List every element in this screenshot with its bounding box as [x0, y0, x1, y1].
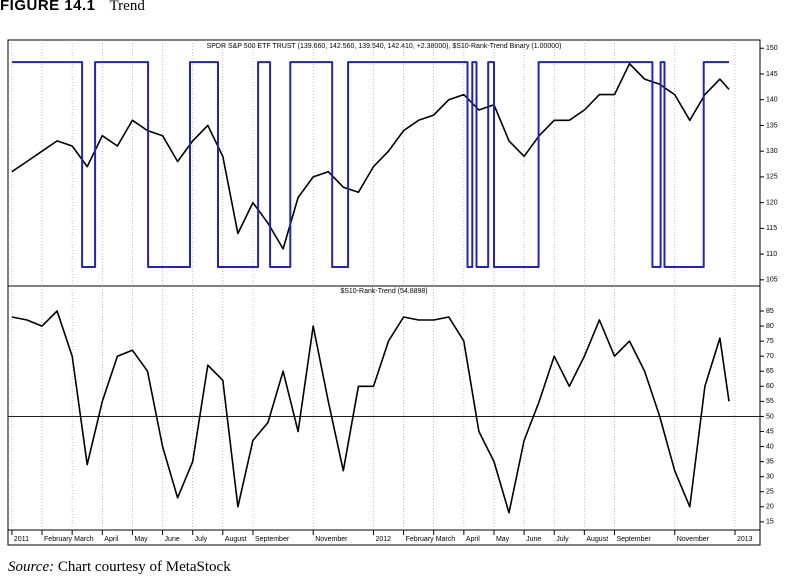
y-tick-label: 70: [766, 353, 774, 360]
y-tick-label: 65: [766, 368, 774, 375]
x-tick-label: September: [255, 536, 290, 543]
y-tick-label: 135: [766, 122, 778, 129]
source-text: Chart courtesy of MetaStock: [57, 559, 231, 575]
x-tick-label: November: [315, 536, 348, 543]
y-tick-label: 30: [766, 474, 774, 481]
x-tick-label: July: [556, 536, 569, 543]
panel-title: SPDR S&P 500 ETF TRUST (139.660, 142.560…: [207, 43, 562, 50]
y-tick-label: 45: [766, 428, 774, 435]
y-tick-label: 50: [766, 413, 774, 420]
figure-label: FIGURE 14.1: [0, 0, 96, 14]
y-tick-label: 40: [766, 443, 774, 450]
x-tick-label: February: [44, 536, 73, 543]
x-tick-label: 2012: [375, 536, 391, 543]
x-tick-label: July: [195, 536, 208, 543]
x-tick-label: November: [677, 536, 710, 543]
frame: [7, 39, 761, 546]
y-tick-label: 75: [766, 338, 774, 345]
x-tick-label: April: [466, 536, 480, 543]
y-tick-label: 60: [766, 383, 774, 390]
x-tick-label: March: [436, 536, 456, 543]
y-tick-label: 35: [766, 458, 774, 465]
x-tick-label: August: [586, 536, 608, 543]
y-tick-label: 15: [766, 519, 774, 526]
y-tick-label: 105: [766, 277, 778, 284]
x-tick-label: February: [406, 536, 435, 543]
y-tick-label: 110: [766, 251, 777, 258]
x-tick-label: March: [74, 536, 94, 543]
y-tick-label: 115: [766, 225, 777, 232]
x-tick-label: June: [165, 536, 180, 543]
y-tick-label: 125: [766, 174, 778, 181]
y-tick-label: 80: [766, 323, 774, 330]
y-tick-label: 145: [766, 71, 778, 78]
x-tick-label: June: [526, 536, 541, 543]
y-tick-label: 130: [766, 148, 778, 155]
x-tick-label: September: [616, 536, 651, 543]
figure-heading: FIGURE 14.1 Trend: [0, 0, 145, 15]
chart: SPDR S&P 500 ETF TRUST (139.660, 142.560…: [7, 39, 778, 546]
series-line: [11, 310, 730, 514]
x-tick-label: 2013: [737, 536, 753, 543]
series-line: [11, 61, 729, 268]
series-line: [11, 62, 730, 250]
y-tick-label: 20: [766, 504, 774, 511]
x-tick-label: May: [496, 536, 510, 543]
x-tick-label: 2011: [14, 536, 29, 543]
y-tick-label: 85: [766, 308, 774, 315]
x-tick-label: May: [134, 536, 148, 543]
source-note: Source: Chart courtesy of MetaStock: [8, 559, 231, 576]
x-tick-label: August: [225, 536, 247, 543]
panel-title: $S10-Rank-Trend (54.8898): [340, 288, 427, 295]
figure-title: Trend: [109, 0, 145, 14]
y-tick-label: 150: [766, 45, 778, 52]
y-tick-label: 120: [766, 199, 778, 206]
x-tick-label: April: [104, 536, 118, 543]
y-tick-label: 25: [766, 489, 774, 496]
y-tick-label: 55: [766, 398, 774, 405]
source-label: Source:: [8, 559, 55, 575]
y-tick-label: 140: [766, 97, 778, 104]
